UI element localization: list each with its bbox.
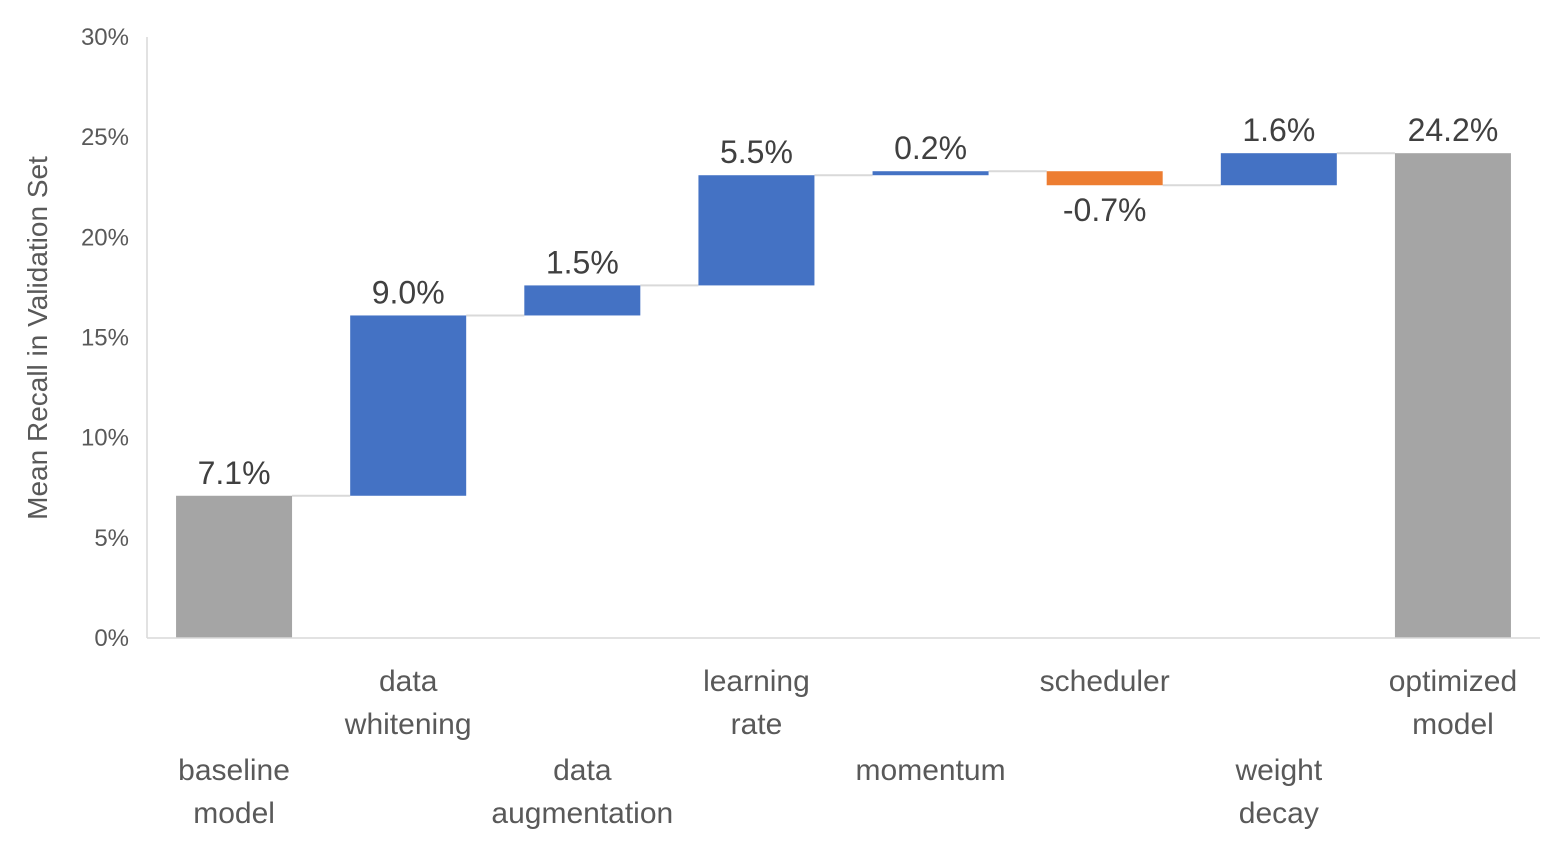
data-label: 1.5% xyxy=(546,244,619,280)
bar-total xyxy=(1394,153,1511,638)
category-label: data xyxy=(553,754,612,787)
bar-increase xyxy=(524,285,641,316)
category-label: whitening xyxy=(344,708,472,741)
category-label: momentum xyxy=(856,754,1006,787)
y-axis: 0% 5% 10% 15% 20% 25% 30% xyxy=(81,24,148,652)
data-label: 1.6% xyxy=(1242,112,1315,148)
category-label: baseline xyxy=(178,754,290,787)
data-labels: 7.1% 9.0% 1.5% 5.5% 0.2% -0.7% 1.6% 24.2% xyxy=(198,112,1499,491)
y-tick-label: 30% xyxy=(81,24,129,51)
category-label: data xyxy=(379,665,438,698)
connector-lines xyxy=(292,152,1395,497)
data-label: -0.7% xyxy=(1063,192,1147,228)
data-label: 24.2% xyxy=(1408,112,1499,148)
y-tick-label: 15% xyxy=(81,325,129,352)
category-label: rate xyxy=(731,708,783,741)
x-axis: baseline model data whitening data augmentati… xyxy=(147,637,1540,830)
category-label: scheduler xyxy=(1040,665,1170,698)
data-label: 0.2% xyxy=(894,130,967,166)
category-label: weight xyxy=(1234,754,1322,787)
category-label: optimized xyxy=(1389,665,1517,698)
bars xyxy=(176,153,1511,638)
data-label: 9.0% xyxy=(372,274,445,310)
y-tick-label: 5% xyxy=(94,525,129,552)
data-label: 7.1% xyxy=(198,455,271,491)
y-tick-label: 20% xyxy=(81,224,129,251)
category-label: model xyxy=(193,797,275,830)
y-tick-label: 25% xyxy=(81,124,129,151)
y-tick-label: 10% xyxy=(81,425,129,452)
bar-total xyxy=(176,495,293,638)
category-label: model xyxy=(1412,708,1494,741)
bar-increase xyxy=(1220,153,1337,186)
category-label: augmentation xyxy=(491,797,673,830)
bar-increase xyxy=(350,315,467,496)
y-axis-title: Mean Recall in Validation Set xyxy=(22,156,53,520)
bar-decrease xyxy=(1046,171,1163,186)
y-tick-label: 0% xyxy=(94,625,129,652)
category-label: decay xyxy=(1239,797,1319,830)
bar-increase xyxy=(698,175,815,286)
bar-increase xyxy=(872,171,989,176)
data-label: 5.5% xyxy=(720,134,793,170)
category-label: learning xyxy=(703,665,810,698)
